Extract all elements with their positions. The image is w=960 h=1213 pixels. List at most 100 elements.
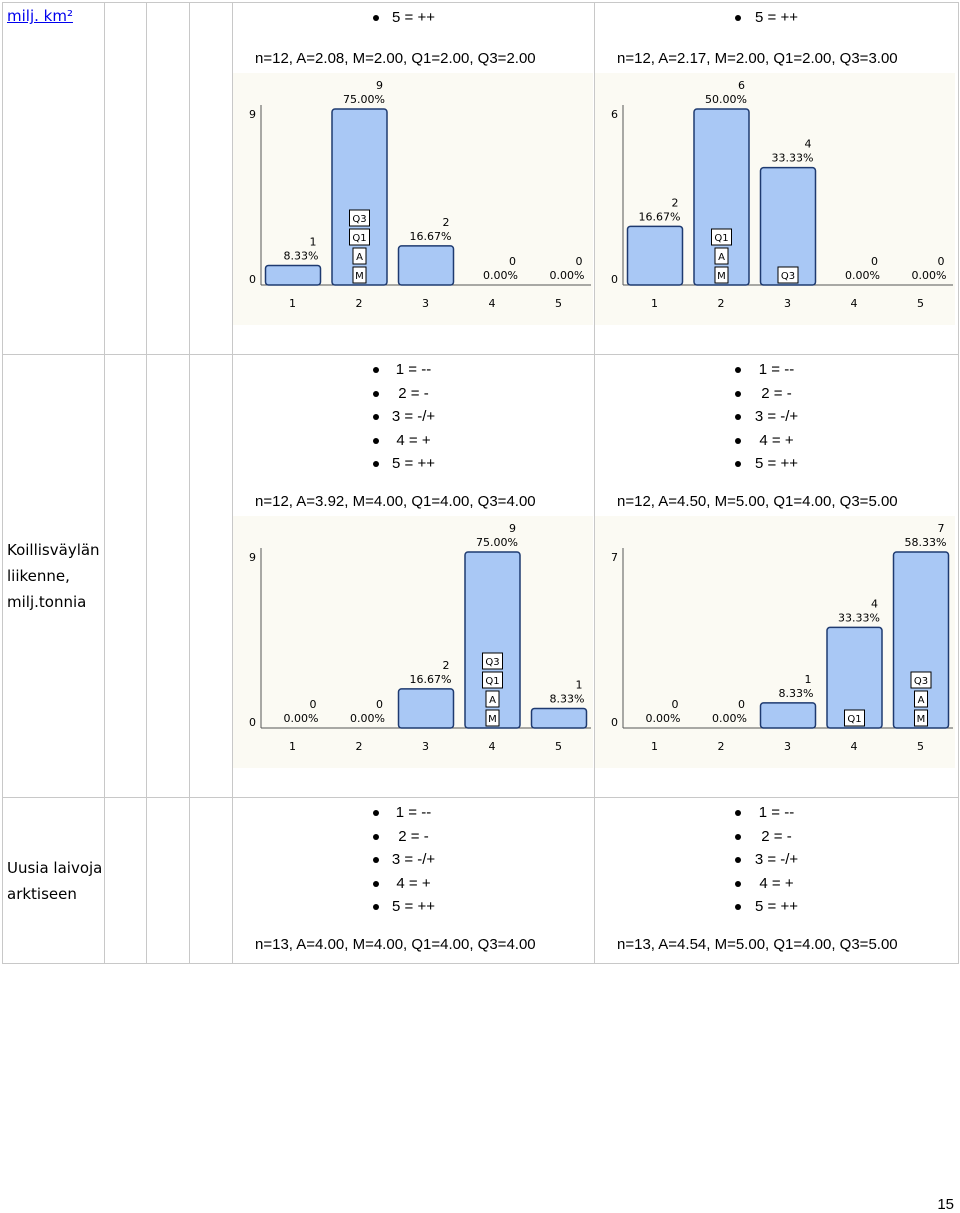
scale-item: 4 = + xyxy=(233,872,594,896)
scale-item: 2 = - xyxy=(595,382,958,406)
scale-item: 5 = ++ xyxy=(233,6,594,30)
bar-chart: 0918.33%1975.00%2Q3Q1AM216.67%300.00%400… xyxy=(233,72,593,325)
scale-legend: 5 = ++ xyxy=(233,3,594,30)
summary-stats: n=12, A=2.17, M=2.00, Q1=2.00, Q3=3.00 xyxy=(617,49,898,67)
scale-item: 5 = ++ xyxy=(595,895,958,919)
empty-cell xyxy=(104,797,147,964)
scale-legend: 5 = ++ xyxy=(595,3,958,30)
chart-container: 0 9 1 8.33% 1 9 75.00% 2 Q3 Q1 A M 2 16.67% 3 0 0.00% 4 0 0… xyxy=(233,72,594,325)
stat-marker-label: Q1 xyxy=(714,233,728,244)
count-label: 2 xyxy=(443,658,450,671)
x-tick-label: 3 xyxy=(784,740,791,753)
stat-marker-box xyxy=(482,671,503,688)
scale-item: 3 = -/+ xyxy=(233,848,594,872)
y-tick-label: 9 xyxy=(249,108,256,121)
percent-label: 33.33% xyxy=(772,151,814,164)
percent-label: 8.33% xyxy=(550,692,585,705)
bar-chart: 0700.00%100.00%218.33%3433.33%4Q1758.33%… xyxy=(595,515,955,768)
bar xyxy=(464,550,521,729)
x-tick-label: 3 xyxy=(422,297,429,310)
stat-marker-label: Q3 xyxy=(914,676,928,687)
table-row: Koillisväylän liikenne, milj.tonnia 1 = … xyxy=(2,354,959,798)
stat-marker-label: M xyxy=(488,714,497,725)
summary-stats: n=13, A=4.54, M=5.00, Q1=4.00, Q3=5.00 xyxy=(617,935,898,953)
percent-label: 8.33% xyxy=(284,249,319,262)
percent-label: 0.00% xyxy=(284,712,319,725)
scale-item: 1 = -- xyxy=(595,801,958,825)
empty-cell xyxy=(104,2,147,355)
empty-cell xyxy=(146,2,190,355)
count-label: 6 xyxy=(738,79,745,92)
bar xyxy=(759,166,817,286)
x-tick-label: 5 xyxy=(917,297,924,310)
scale-item: 5 = ++ xyxy=(233,895,594,919)
x-tick-label: 2 xyxy=(718,297,725,310)
stat-marker-box xyxy=(914,709,928,726)
stat-marker-label: A xyxy=(718,252,725,263)
x-tick-label: 4 xyxy=(851,740,858,753)
stat-marker-label: M xyxy=(355,271,364,282)
chart-container: 0 9 0 0.00% 1 0 0.00% 2 2 16.67% 3 9 75.00% 4 Q3 Q1 A M 1 8… xyxy=(233,515,594,768)
count-label: 0 xyxy=(310,698,317,711)
scale-item: 4 = + xyxy=(233,429,594,453)
stat-marker-label: A xyxy=(489,695,496,706)
scale-item: 2 = - xyxy=(233,825,594,849)
stat-marker-box xyxy=(714,247,729,264)
row-label: Uusia laivoja arktiseen xyxy=(7,858,103,903)
row-label-link[interactable]: milj. km² xyxy=(7,7,73,25)
x-tick-label: 2 xyxy=(356,297,363,310)
bar-chart: 06216.67%1650.00%2Q1AM433.33%3Q300.00%40… xyxy=(595,72,955,325)
x-tick-label: 1 xyxy=(289,740,296,753)
table-row: Uusia laivoja arktiseen 1 = -- 2 = -3 = -… xyxy=(2,797,959,964)
count-label: 2 xyxy=(443,215,450,228)
x-tick-label: 2 xyxy=(718,740,725,753)
stat-marker-box xyxy=(349,228,370,245)
result-cell: 5 = ++ n=12, A=2.17, M=2.00, Q1=2.00, Q3=… xyxy=(594,2,959,355)
x-tick-label: 4 xyxy=(851,297,858,310)
percent-label: 0.00% xyxy=(712,712,747,725)
stat-marker-box xyxy=(352,247,367,264)
scale-item: 1 = -- xyxy=(595,358,958,382)
y-tick-label: 9 xyxy=(249,551,256,564)
count-label: 0 xyxy=(938,255,945,268)
scale-legend: 1 = -- 2 = -3 = -/+ 4 = +5 = ++ xyxy=(595,798,958,919)
survey-results-table: milj. km² 5 = ++ n=12, A=2.08, M=2.00, Q1… xyxy=(2,2,959,964)
count-label: 7 xyxy=(938,522,945,535)
scale-item: 2 = - xyxy=(233,382,594,406)
stat-marker-label: Q1 xyxy=(847,714,861,725)
stat-marker-box xyxy=(714,266,729,283)
count-label: 4 xyxy=(871,597,878,610)
chart-container: 0 6 2 16.67% 1 6 50.00% 2 Q1 A M 4 33.33% 3 Q3 0 0.00% 4 0… xyxy=(595,72,958,325)
percent-label: 50.00% xyxy=(705,93,747,106)
percent-label: 0.00% xyxy=(550,269,585,282)
stat-marker-label: M xyxy=(717,271,726,282)
empty-cell xyxy=(189,2,233,355)
bar xyxy=(397,244,455,286)
stat-marker-box xyxy=(777,266,799,283)
stat-marker-box xyxy=(711,228,732,245)
count-label: 0 xyxy=(672,698,679,711)
stat-marker-box xyxy=(910,671,932,688)
stat-marker-label: Q3 xyxy=(352,214,366,225)
bar-chart: 0900.00%100.00%2216.67%3975.00%4Q3Q1AM18… xyxy=(233,515,593,768)
stat-marker-label: Q3 xyxy=(781,271,795,282)
bar xyxy=(826,626,883,729)
summary-stats: n=12, A=2.08, M=2.00, Q1=2.00, Q3=2.00 xyxy=(255,49,536,67)
result-cell: 1 = -- 2 = -3 = -/+ 4 = +5 = ++ n=13, A=4.0… xyxy=(232,797,595,964)
percent-label: 75.00% xyxy=(343,93,385,106)
scale-item: 1 = -- xyxy=(233,801,594,825)
bar xyxy=(759,701,817,729)
empty-cell xyxy=(189,797,233,964)
bar xyxy=(892,550,950,729)
page-number: 15 xyxy=(937,1196,954,1213)
count-label: 0 xyxy=(376,698,383,711)
count-label: 0 xyxy=(576,255,583,268)
x-tick-label: 3 xyxy=(422,740,429,753)
scale-item: 5 = ++ xyxy=(595,6,958,30)
count-label: 1 xyxy=(805,672,812,685)
x-tick-label: 5 xyxy=(917,740,924,753)
x-tick-label: 3 xyxy=(784,297,791,310)
table-row: milj. km² 5 = ++ n=12, A=2.08, M=2.00, Q1… xyxy=(2,2,959,355)
result-cell: 1 = -- 2 = -3 = -/+ 4 = +5 = ++ n=13, A=4.5… xyxy=(594,797,959,964)
chart-background xyxy=(233,72,593,325)
